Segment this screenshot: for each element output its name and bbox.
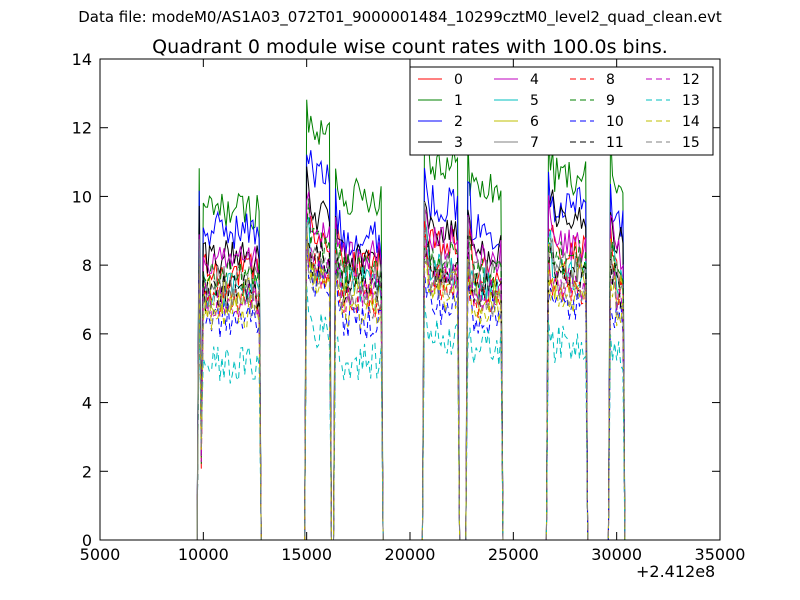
x-tick-label: 35000 <box>695 545 746 564</box>
series-line-7 <box>196 201 626 541</box>
series-line-12 <box>196 239 626 541</box>
series-line-2 <box>196 150 626 541</box>
legend-label-3: 3 <box>454 135 463 151</box>
chart-title: Quadrant 0 module wise count rates with … <box>152 36 668 58</box>
y-tick-label: 10 <box>72 187 92 206</box>
x-tick-label: 30000 <box>591 545 642 564</box>
series-line-14 <box>196 230 626 541</box>
y-tick-label: 6 <box>82 325 92 344</box>
legend-label-14: 14 <box>682 114 700 130</box>
legend-label-5: 5 <box>530 93 539 109</box>
x-axis-offset-label: +2.412e8 <box>636 562 716 581</box>
legend-label-9: 9 <box>606 93 615 109</box>
series-line-11 <box>196 235 626 541</box>
x-tick-label: 5000 <box>80 545 121 564</box>
y-tick-label: 8 <box>82 256 92 275</box>
series-line-15 <box>196 221 626 541</box>
legend-label-1: 1 <box>454 93 463 109</box>
y-tick-label: 12 <box>72 119 92 138</box>
legend-label-12: 12 <box>682 72 700 88</box>
legend-label-7: 7 <box>530 135 539 151</box>
x-tick-label: 25000 <box>488 545 539 564</box>
legend-label-10: 10 <box>606 114 624 130</box>
legend-label-4: 4 <box>530 72 539 88</box>
x-tick-label: 10000 <box>178 545 229 564</box>
x-tick-label: 20000 <box>385 545 436 564</box>
figure-suptitle: Data file: modeM0/AS1A03_072T01_90000014… <box>78 8 722 26</box>
x-tick-label: 15000 <box>281 545 332 564</box>
legend-label-6: 6 <box>530 114 539 130</box>
y-tick-label: 14 <box>72 50 92 69</box>
legend-label-8: 8 <box>606 72 615 88</box>
y-tick-label: 2 <box>82 462 92 481</box>
axes-layer: 5000 10000 15000 20000 25000 30000 35000 0 2 4 6 8 1… <box>72 50 746 564</box>
series-layer <box>196 99 626 541</box>
series-line-4 <box>196 191 626 541</box>
legend-label-15: 15 <box>682 135 700 151</box>
legend-label-13: 13 <box>682 93 700 109</box>
y-tick-label: 4 <box>82 394 92 413</box>
series-line-9 <box>196 198 626 541</box>
legend-label-0: 0 <box>454 72 463 88</box>
series-line-1 <box>196 99 626 541</box>
legend-label-11: 11 <box>606 135 624 151</box>
y-tick-label: 0 <box>82 531 92 550</box>
legend-box <box>409 66 714 156</box>
legend-label-2: 2 <box>454 114 463 130</box>
